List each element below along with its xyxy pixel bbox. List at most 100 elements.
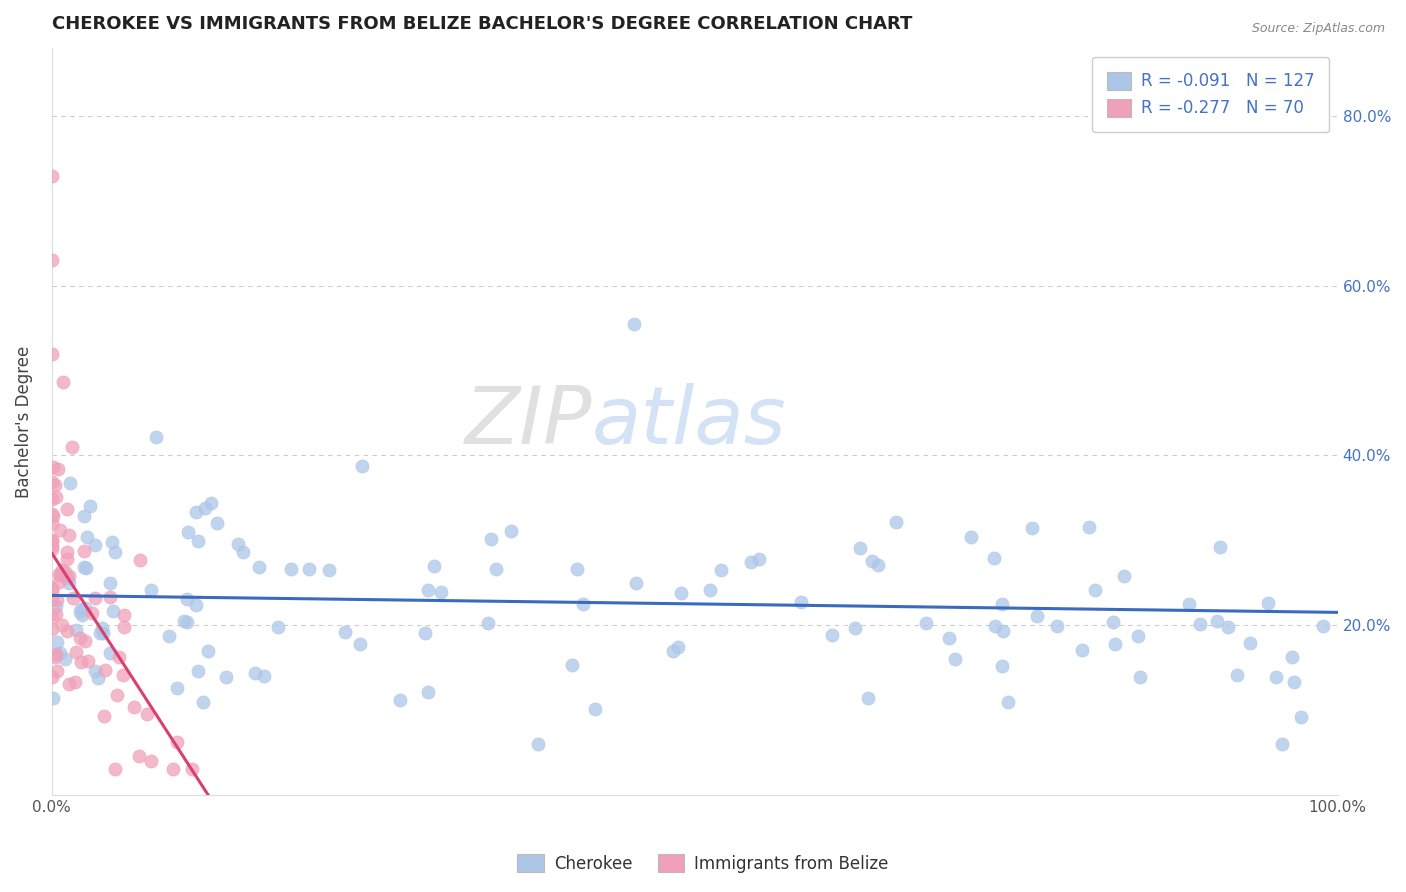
Point — [662, 644, 685, 658]
Point — [157, 629, 180, 643]
Point — [65, 623, 87, 637]
Point — [94, 663, 117, 677]
Point — [413, 626, 436, 640]
Point — [145, 430, 167, 444]
Point — [501, 524, 523, 538]
Point — [69, 632, 91, 646]
Point — [623, 317, 645, 331]
Point — [193, 695, 215, 709]
Point — [856, 690, 879, 705]
Point — [75, 634, 97, 648]
Point — [991, 598, 1014, 612]
Point — [41, 492, 63, 507]
Point — [112, 667, 135, 681]
Point — [41, 169, 63, 183]
Point — [48, 575, 70, 590]
Point — [139, 583, 162, 598]
Point — [53, 565, 76, 579]
Point — [44, 649, 66, 664]
Point — [938, 632, 960, 646]
Point — [186, 534, 208, 549]
Point — [44, 478, 66, 492]
Point — [139, 755, 162, 769]
Point — [1226, 668, 1249, 682]
Point — [197, 644, 219, 658]
Point — [49, 567, 72, 582]
Point — [430, 584, 453, 599]
Point — [41, 347, 63, 361]
Point — [1218, 620, 1240, 634]
Text: atlas: atlas — [592, 383, 786, 460]
Point — [350, 459, 373, 474]
Point — [55, 624, 77, 638]
Point — [1026, 609, 1049, 624]
Point — [45, 599, 67, 614]
Point — [51, 375, 73, 389]
Point — [82, 606, 104, 620]
Point — [48, 523, 70, 537]
Point — [41, 623, 63, 637]
Point — [41, 581, 63, 595]
Point — [41, 541, 63, 556]
Point — [46, 462, 69, 476]
Point — [1078, 520, 1101, 534]
Point — [205, 516, 228, 531]
Point — [266, 620, 288, 634]
Point — [69, 601, 91, 615]
Point — [983, 551, 1005, 566]
Point — [567, 562, 589, 576]
Legend: Cherokee, Immigrants from Belize: Cherokee, Immigrants from Belize — [510, 847, 896, 880]
Point — [194, 500, 217, 515]
Point — [748, 552, 770, 566]
Point — [177, 524, 200, 539]
Point — [1046, 619, 1069, 633]
Point — [58, 528, 80, 542]
Point — [884, 516, 907, 530]
Point — [41, 539, 63, 553]
Point — [103, 762, 125, 776]
Point — [51, 563, 73, 577]
Point — [46, 665, 69, 679]
Point — [42, 459, 65, 474]
Point — [46, 593, 69, 607]
Point — [45, 491, 67, 505]
Point — [41, 670, 63, 684]
Point — [58, 575, 80, 590]
Point — [98, 646, 121, 660]
Point — [318, 563, 340, 577]
Point — [166, 681, 188, 696]
Point — [65, 675, 87, 690]
Point — [76, 530, 98, 544]
Point — [583, 701, 606, 715]
Point — [56, 502, 79, 516]
Point — [349, 637, 371, 651]
Point — [1265, 670, 1288, 684]
Point — [526, 737, 548, 751]
Point — [333, 625, 356, 640]
Point — [104, 545, 127, 559]
Point — [129, 552, 152, 566]
Point — [1282, 674, 1305, 689]
Point — [69, 605, 91, 619]
Point — [416, 685, 439, 699]
Point — [247, 559, 270, 574]
Point — [477, 616, 499, 631]
Point — [112, 607, 135, 622]
Point — [73, 544, 96, 558]
Point — [98, 575, 121, 590]
Point — [669, 586, 692, 600]
Point — [41, 507, 63, 521]
Point — [844, 621, 866, 635]
Point — [821, 628, 844, 642]
Point — [571, 597, 593, 611]
Point — [41, 610, 63, 624]
Point — [232, 545, 254, 559]
Point — [100, 535, 122, 549]
Point — [41, 516, 63, 530]
Point — [860, 553, 883, 567]
Point — [55, 652, 77, 666]
Point — [1129, 670, 1152, 684]
Point — [108, 649, 131, 664]
Point — [105, 688, 128, 702]
Point — [42, 508, 65, 523]
